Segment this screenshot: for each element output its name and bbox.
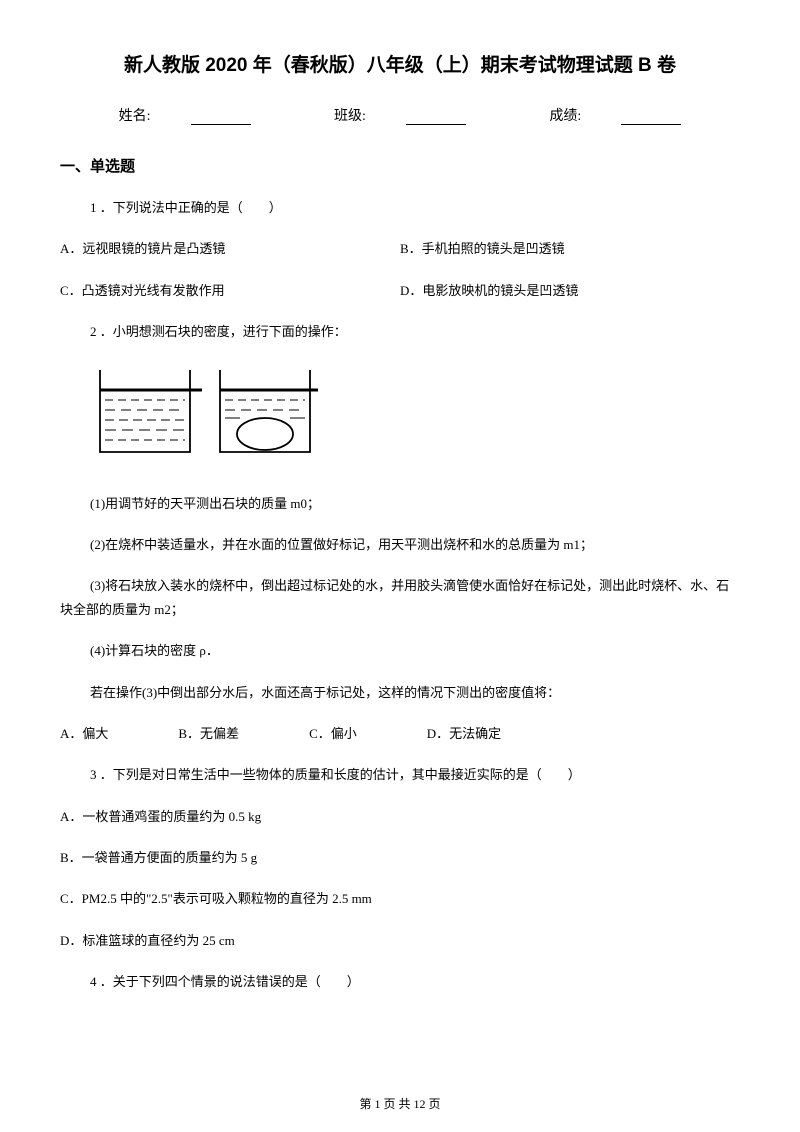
question-2-step1: (1)用调节好的天平测出石块的质量 m0； xyxy=(60,492,740,515)
q3-option-b: B．一袋普通方便面的质量约为 5 g xyxy=(60,846,740,869)
page-title: 新人教版 2020 年（春秋版）八年级（上）期末考试物理试题 B 卷 xyxy=(60,50,740,77)
question-3-text: 3 ．下列是对日常生活中一些物体的质量和长度的估计，其中最接近实际的是（ ） xyxy=(60,763,740,786)
q2-option-a: A．偏大 xyxy=(60,722,108,745)
question-1-options-row1: A．远视眼镜的镜片是凸透镜 B．手机拍照的镜头是凹透镜 xyxy=(60,237,740,260)
q1-option-d: D．电影放映机的镜头是凹透镜 xyxy=(400,279,740,302)
student-info-row: 姓名: 班级: 成绩: xyxy=(60,105,740,125)
q1-option-c: C．凸透镜对光线有发散作用 xyxy=(60,279,400,302)
question-1-options-row2: C．凸透镜对光线有发散作用 D．电影放映机的镜头是凹透镜 xyxy=(60,279,740,302)
score-label: 成绩: xyxy=(529,109,701,124)
beaker-left xyxy=(100,370,202,452)
q2-option-d: D．无法确定 xyxy=(427,722,501,745)
q3-option-d: D．标准篮球的直径约为 25 cm xyxy=(60,929,740,952)
q2-option-c: C．偏小 xyxy=(309,722,357,745)
question-4-text: 4 ．关于下列四个情景的说法错误的是（ ） xyxy=(60,970,740,993)
name-blank[interactable] xyxy=(191,111,251,125)
score-blank[interactable] xyxy=(621,111,681,125)
question-2-step2: (2)在烧杯中装适量水，并在水面的位置做好标记，用天平测出烧杯和水的总质量为 m… xyxy=(60,533,740,556)
question-2-step3: (3)将石块放入装水的烧杯中，倒出超过标记处的水，并用胶头滴管使水面恰好在标记处… xyxy=(60,574,740,621)
beaker-diagram xyxy=(90,362,740,472)
question-2-options: A．偏大 B．无偏差 C．偏小 D．无法确定 xyxy=(60,722,740,745)
question-2-step4: (4)计算石块的密度 ρ． xyxy=(60,639,740,662)
class-blank[interactable] xyxy=(406,111,466,125)
q3-option-a: A．一枚普通鸡蛋的质量约为 0.5 kg xyxy=(60,805,740,828)
class-label: 班级: xyxy=(314,109,486,124)
section-1-header: 一、单选题 xyxy=(60,155,740,176)
question-1-text: 1 ．下列说法中正确的是（ ） xyxy=(60,196,740,219)
beaker-right xyxy=(220,370,318,452)
question-2-note: 若在操作(3)中倒出部分水后，水面还高于标记处，这样的情况下测出的密度值将： xyxy=(60,681,740,704)
page-footer: 第 1 页 共 12 页 xyxy=(0,1095,800,1112)
q1-option-a: A．远视眼镜的镜片是凸透镜 xyxy=(60,237,400,260)
q3-option-c: C．PM2.5 中的"2.5"表示可吸入颗粒物的直径为 2.5 mm xyxy=(60,887,740,910)
beaker-svg xyxy=(90,362,320,467)
name-label: 姓名: xyxy=(99,109,271,124)
q2-option-b: B．无偏差 xyxy=(178,722,239,745)
q1-option-b: B．手机拍照的镜头是凹透镜 xyxy=(400,237,740,260)
question-2-text: 2 ．小明想测石块的密度，进行下面的操作： xyxy=(60,320,740,343)
